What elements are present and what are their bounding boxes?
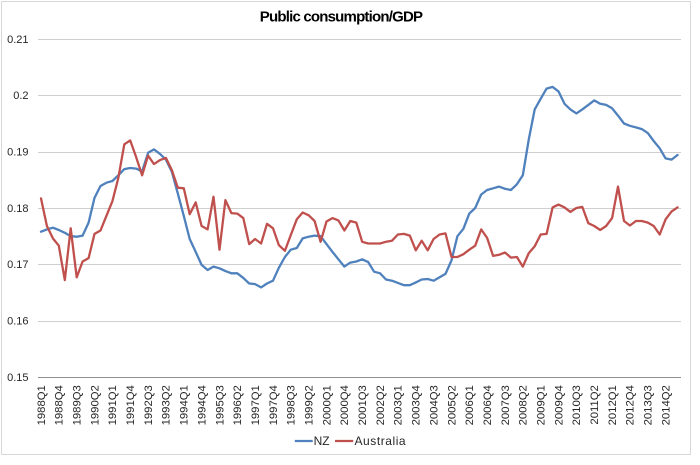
svg-text:1999Q2: 1999Q2 [304, 385, 316, 425]
svg-text:1997Q1: 1997Q1 [250, 385, 262, 425]
svg-text:2011Q2: 2011Q2 [589, 385, 601, 424]
svg-text:2006Q1: 2006Q1 [464, 385, 476, 425]
svg-text:0.2: 0.2 [13, 90, 28, 102]
svg-text:1998Q3: 1998Q3 [286, 385, 298, 425]
svg-text:0.16: 0.16 [7, 316, 28, 328]
svg-text:Australia: Australia [355, 434, 407, 448]
svg-text:2012Q4: 2012Q4 [625, 385, 637, 425]
svg-text:2010Q3: 2010Q3 [571, 385, 583, 425]
svg-text:2000Q4: 2000Q4 [339, 385, 351, 425]
svg-text:2014Q2: 2014Q2 [660, 385, 672, 425]
svg-text:2003Q1: 2003Q1 [393, 385, 405, 425]
svg-text:1988Q1: 1988Q1 [36, 385, 48, 425]
svg-text:2009Q4: 2009Q4 [553, 385, 565, 425]
svg-text:2007Q3: 2007Q3 [500, 385, 512, 425]
svg-text:1994Q1: 1994Q1 [179, 385, 191, 425]
svg-text:2003Q4: 2003Q4 [411, 385, 423, 425]
svg-text:2008Q2: 2008Q2 [518, 385, 530, 425]
svg-text:2012Q1: 2012Q1 [607, 385, 619, 425]
svg-text:1988Q4: 1988Q4 [54, 385, 66, 425]
svg-text:2002Q2: 2002Q2 [375, 385, 387, 425]
svg-text:2013Q3: 2013Q3 [643, 385, 655, 425]
svg-text:NZ: NZ [314, 434, 330, 448]
svg-text:1991Q4: 1991Q4 [125, 385, 137, 425]
svg-text:1995Q3: 1995Q3 [214, 385, 226, 425]
svg-text:2004Q3: 2004Q3 [428, 385, 440, 425]
svg-text:1989Q3: 1989Q3 [72, 385, 84, 425]
svg-text:0.18: 0.18 [7, 203, 28, 215]
svg-text:1993Q2: 1993Q2 [161, 385, 173, 425]
svg-text:1992Q3: 1992Q3 [143, 385, 155, 425]
svg-text:1994Q4: 1994Q4 [196, 385, 208, 425]
svg-text:1996Q2: 1996Q2 [232, 385, 244, 425]
svg-text:1991Q1: 1991Q1 [107, 385, 119, 425]
svg-text:1990Q2: 1990Q2 [89, 385, 101, 425]
svg-text:2006Q4: 2006Q4 [482, 385, 494, 425]
svg-text:0.19: 0.19 [7, 147, 28, 159]
svg-text:2009Q1: 2009Q1 [536, 385, 548, 425]
svg-text:1997Q4: 1997Q4 [268, 385, 280, 425]
svg-text:2001Q3: 2001Q3 [357, 385, 369, 425]
svg-text:0.21: 0.21 [7, 34, 28, 46]
svg-text:2000Q1: 2000Q1 [321, 385, 333, 425]
svg-text:0.17: 0.17 [7, 259, 28, 271]
svg-text:2005Q2: 2005Q2 [446, 385, 458, 425]
svg-text:Public consumption/GDP: Public consumption/GDP [260, 9, 423, 26]
svg-text:0.15: 0.15 [7, 372, 28, 384]
